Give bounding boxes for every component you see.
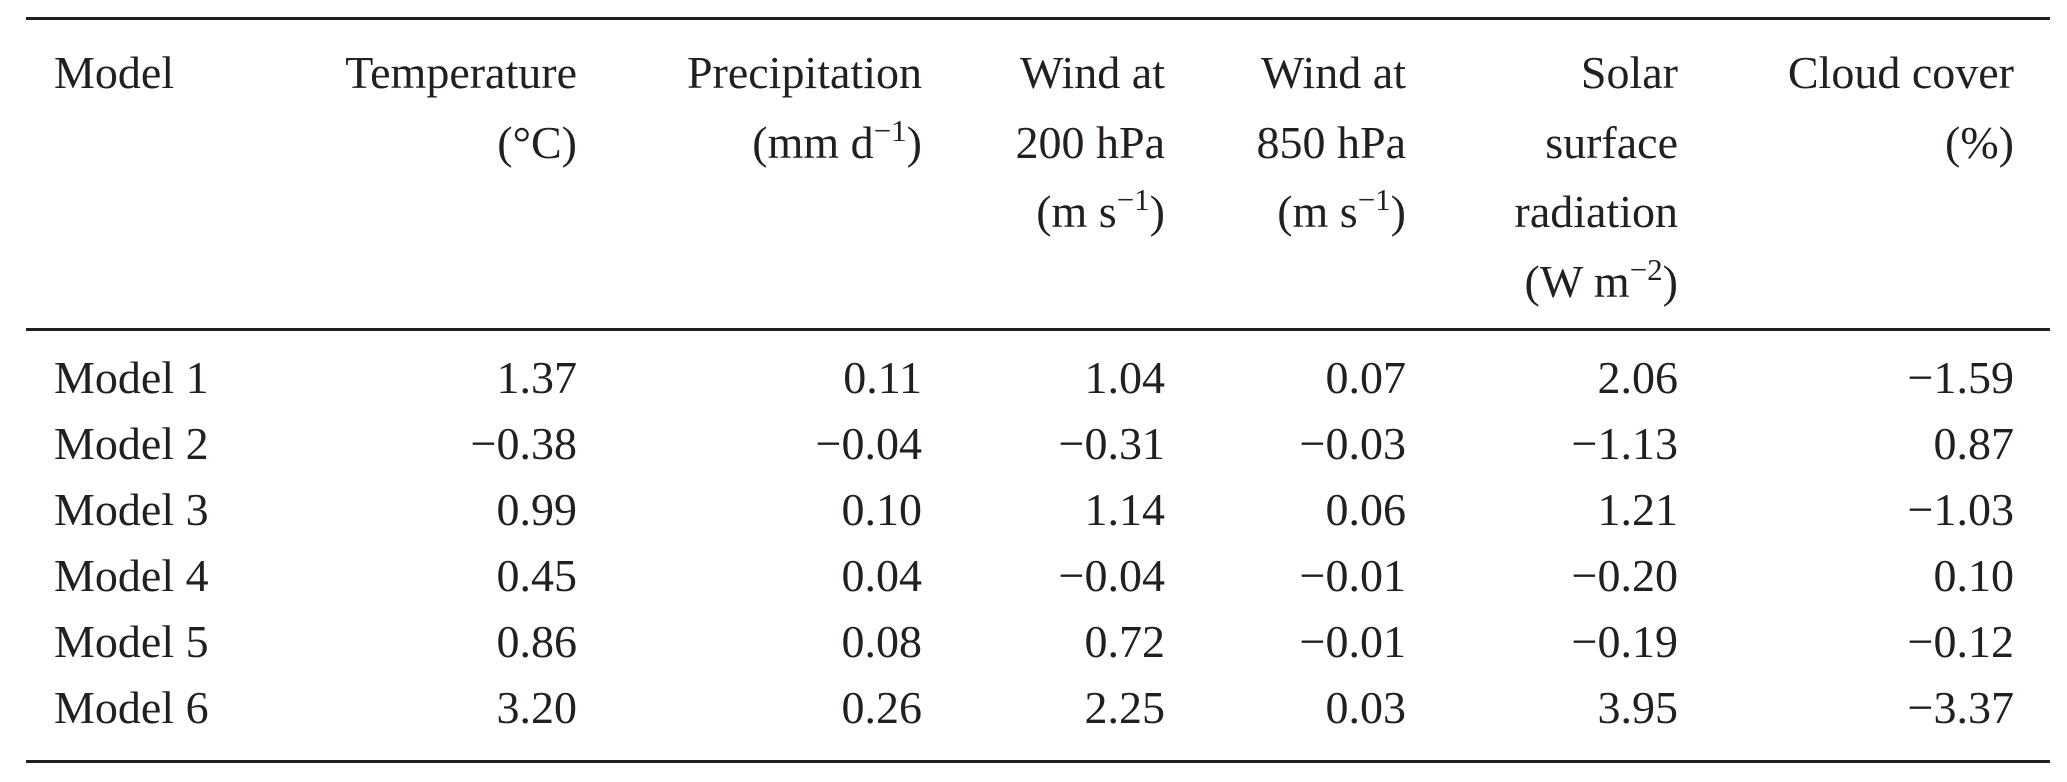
cell-temperature: 0.86	[496, 616, 578, 667]
cell-precipitation: 0.11	[843, 352, 922, 403]
table-row: Model 4 0.45 0.04 −0.04 −0.01 −0.20 0.10	[0, 543, 2067, 609]
header-temperature-line: (°C)	[497, 116, 577, 168]
cell-wind-200hpa: −0.31	[1058, 418, 1165, 469]
cell-wind-200hpa: −0.04	[1058, 550, 1165, 601]
cell-cloud-cover: 0.10	[1933, 550, 2015, 601]
cell-temperature: 1.37	[496, 352, 578, 403]
cell-temperature: −0.38	[470, 418, 577, 469]
cell-precipitation: −0.04	[815, 418, 922, 469]
header-solar-surface-radiation-line: surface	[1545, 116, 1678, 168]
table-bottom-rule	[26, 760, 2050, 763]
table-row: Model 6 3.20 0.26 2.25 0.03 3.95 −3.37	[0, 675, 2067, 741]
header-solar-surface-radiation-line: Solar	[1580, 47, 1678, 98]
header-solar-surface-radiation: Solar surface radiation (W m−2)	[1515, 38, 1679, 321]
cell-wind-850hpa: 0.07	[1325, 352, 1407, 403]
cell-model-name: Model 6	[54, 682, 209, 733]
cell-precipitation: 0.08	[841, 616, 923, 667]
cell-cloud-cover: −1.59	[1907, 352, 2014, 403]
header-cloud-cover-line: Cloud cover	[1787, 47, 2014, 98]
cell-model-name: Model 1	[54, 352, 209, 403]
cell-precipitation: 0.10	[841, 484, 923, 535]
cell-precipitation: 0.26	[841, 682, 923, 733]
cell-wind-200hpa: 0.72	[1084, 616, 1166, 667]
cell-precipitation: 0.04	[841, 550, 923, 601]
header-precipitation-line: (mm d−1)	[752, 112, 922, 168]
cell-model-name: Model 2	[54, 418, 209, 469]
cell-solar-radiation: −1.13	[1571, 418, 1678, 469]
header-precipitation-line: Precipitation	[686, 47, 922, 98]
cell-cloud-cover: −3.37	[1907, 682, 2014, 733]
header-cloud-cover: Cloud cover (%)	[1788, 38, 2014, 177]
cell-model-name: Model 4	[54, 550, 209, 601]
header-wind-850hpa: Wind at 850 hPa (m s−1)	[1257, 38, 1407, 252]
header-solar-surface-radiation-line: (W m−2)	[1524, 251, 1679, 307]
cell-wind-850hpa: 0.03	[1325, 682, 1407, 733]
cell-wind-200hpa: 1.04	[1084, 352, 1166, 403]
header-solar-surface-radiation-line: radiation	[1514, 186, 1679, 237]
cell-temperature: 3.20	[496, 682, 578, 733]
cell-wind-850hpa: 0.06	[1325, 484, 1407, 535]
cell-wind-850hpa: −0.01	[1299, 550, 1406, 601]
header-wind-850hpa-line: 850 hPa	[1256, 116, 1407, 168]
table-header-rule	[26, 328, 2050, 331]
cell-wind-200hpa: 1.14	[1084, 484, 1166, 535]
cell-solar-radiation: 1.21	[1597, 484, 1679, 535]
cell-model-name: Model 5	[54, 616, 209, 667]
header-wind-200hpa: Wind at 200 hPa (m s−1)	[1016, 38, 1166, 252]
header-wind-200hpa-line: 200 hPa	[1015, 116, 1166, 168]
cell-solar-radiation: −0.19	[1571, 616, 1678, 667]
cell-solar-radiation: −0.20	[1571, 550, 1678, 601]
cell-cloud-cover: 0.87	[1933, 418, 2015, 469]
table-top-rule	[26, 17, 2050, 20]
cell-wind-850hpa: −0.03	[1299, 418, 1406, 469]
header-temperature-line: Temperature	[345, 47, 577, 98]
header-model-line: Model	[54, 47, 175, 98]
cell-solar-radiation: 3.95	[1597, 682, 1679, 733]
table-row: Model 3 0.99 0.10 1.14 0.06 1.21 −1.03	[0, 477, 2067, 543]
cell-cloud-cover: −0.12	[1907, 616, 2014, 667]
table-row: Model 2 −0.38 −0.04 −0.31 −0.03 −1.13 0.87	[0, 411, 2067, 477]
cell-solar-radiation: 2.06	[1597, 352, 1679, 403]
table-row: Model 5 0.86 0.08 0.72 −0.01 −0.19 −0.12	[0, 609, 2067, 675]
cell-temperature: 0.45	[496, 550, 578, 601]
cell-cloud-cover: −1.03	[1907, 484, 2014, 535]
header-model: Model	[54, 38, 174, 108]
header-precipitation: Precipitation (mm d−1)	[687, 38, 922, 182]
table-row: Model 1 1.37 0.11 1.04 0.07 2.06 −1.59	[0, 345, 2067, 411]
header-cloud-cover-line: (%)	[1945, 116, 2014, 168]
header-wind-850hpa-line: (m s−1)	[1277, 182, 1406, 237]
header-wind-200hpa-line: Wind at	[1019, 47, 1165, 98]
cell-model-name: Model 3	[54, 484, 209, 535]
cell-temperature: 0.99	[496, 484, 578, 535]
header-wind-200hpa-line: (m s−1)	[1036, 182, 1165, 237]
cell-wind-850hpa: −0.01	[1299, 616, 1406, 667]
cell-wind-200hpa: 2.25	[1084, 682, 1166, 733]
header-wind-850hpa-line: Wind at	[1260, 47, 1406, 98]
header-temperature: Temperature (°C)	[345, 38, 577, 177]
